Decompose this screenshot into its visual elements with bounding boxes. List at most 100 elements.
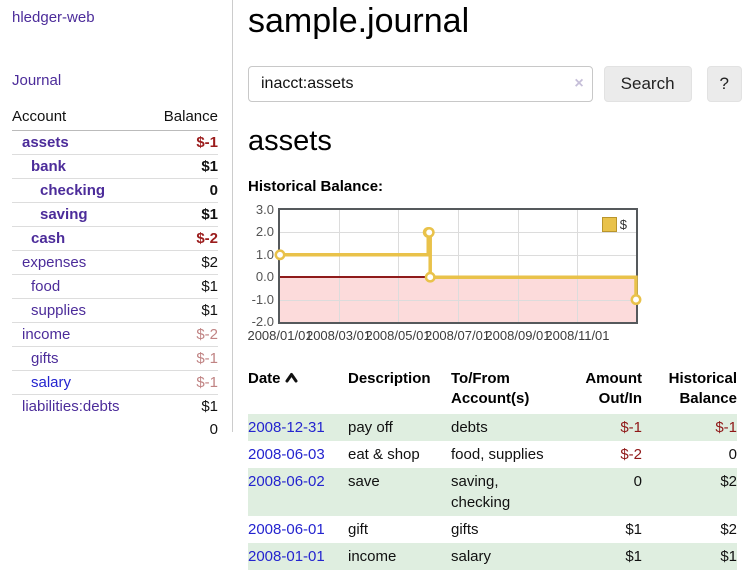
chart-legend: $ [599, 216, 629, 232]
register-accounts: food, supplies [451, 446, 544, 464]
accounts-balance-table: Account Balance assets $-1 bank $1 check… [12, 105, 218, 441]
sidebar-account-balance: $1 [148, 202, 218, 227]
register-description: eat & shop [348, 446, 420, 464]
app-brand-link[interactable]: hledger-web [12, 9, 95, 26]
series-swatch-icon [601, 216, 617, 232]
sidebar-account-balance: $-2 [148, 226, 218, 251]
sidebar-account-balance: $-1 [196, 134, 218, 151]
gridline [280, 232, 636, 234]
y-axis-tick-label: 0.0 [255, 269, 274, 285]
gridline [457, 209, 459, 322]
register-header-accounts: To/From Account(s) [451, 369, 530, 408]
register-amount: $-1 [556, 414, 642, 442]
page-title: sample.journal [248, 2, 470, 40]
sidebar-account-row: assets $-1 [12, 131, 218, 155]
x-axis-tick-label: 2008/07/01 [424, 327, 491, 343]
sidebar-account-row: supplies $1 [12, 298, 218, 323]
sidebar-account-balance: $-1 [148, 370, 218, 395]
register-description: save [348, 468, 451, 517]
sidebar-total-balance: 0 [209, 421, 218, 438]
accounts-header-balance: Balance [148, 105, 218, 131]
sidebar-account-balance: $-1 [148, 346, 218, 371]
chart-section-label: Historical Balance: [248, 177, 384, 195]
register-balance: $1 [642, 543, 737, 571]
register-accounts: debts [451, 414, 556, 442]
sidebar-account-link[interactable]: cash [31, 230, 66, 247]
y-axis-tick-label: 2.0 [255, 224, 274, 240]
register-amount: 0 [556, 468, 642, 517]
help-button[interactable]: ? [706, 66, 742, 103]
register-accounts: salary [451, 543, 556, 571]
x-axis-tick-label: 2008/01/01 [247, 327, 313, 343]
sidebar-account-row: gifts $-1 [12, 346, 218, 371]
register-date-link[interactable]: 2008-01-01 [248, 548, 325, 566]
sidebar-account-row: liabilities:debts $1 [12, 394, 218, 418]
register-date-link[interactable]: 2008-06-01 [248, 521, 325, 539]
chart-plot-area[interactable]: $ [274, 207, 642, 324]
register-balance: $-1 [642, 414, 737, 442]
sidebar-account-link[interactable]: income [22, 326, 71, 343]
main-content: sample.journal × Search ? assets Histori… [247, 0, 742, 571]
search-form: × Search ? [248, 66, 742, 103]
sidebar-account-link[interactable]: checking [40, 182, 106, 199]
register-description: pay off [348, 414, 451, 442]
sidebar-account-balance: $1 [148, 154, 218, 179]
balance-series [274, 226, 642, 306]
sidebar-account-row: food $1 [12, 274, 218, 299]
register-accounts: gifts [451, 521, 479, 539]
register-row: 2008-12-31 pay off debts $-1 $-1 [248, 414, 737, 442]
register-date-link[interactable]: 2008-06-02 [248, 473, 325, 491]
register-header-balance: Historical Balance [668, 369, 737, 408]
register-accounts: saving, checking [451, 468, 556, 517]
sidebar-account-row: salary $-1 [12, 370, 218, 395]
data-point-marker [424, 271, 436, 283]
sidebar-account-link[interactable]: liabilities:debts [22, 398, 120, 415]
register-date-link[interactable]: 2008-12-31 [248, 419, 325, 437]
sidebar-account-link[interactable]: expenses [22, 254, 87, 271]
data-point-marker [423, 226, 435, 238]
sidebar-account-link[interactable]: salary [31, 374, 72, 391]
register-amount: $-2 [620, 446, 642, 464]
register-table: Date Description To/From Account(s) Amou… [248, 369, 737, 571]
sidebar-account-link[interactable]: food [31, 278, 61, 295]
gridline [338, 209, 340, 322]
y-axis-tick-label: -1.0 [251, 291, 274, 307]
register-date-link[interactable]: 2008-06-03 [248, 446, 325, 464]
gridline [577, 209, 579, 322]
register-row: 2008-06-01 gift gifts $1 $2 [248, 516, 737, 543]
register-row: 2008-01-01 income salary $1 $1 [248, 543, 737, 571]
sidebar: hledger-web Journal Account Balance asse… [0, 0, 232, 441]
register-balance: 0 [728, 446, 737, 464]
register-header-date[interactable]: Date [248, 369, 348, 415]
clear-search-icon[interactable]: × [574, 75, 584, 93]
y-axis-tick-label: -2.0 [251, 313, 274, 329]
search-input[interactable] [248, 66, 593, 103]
register-balance: $2 [642, 468, 737, 517]
sidebar-account-link[interactable]: supplies [31, 302, 87, 319]
sidebar-item-journal[interactable]: Journal [12, 72, 62, 89]
sort-ascending-icon [285, 369, 298, 389]
accounts-header-account: Account [12, 105, 149, 131]
sidebar-account-row: checking 0 [12, 178, 218, 203]
gridline [398, 209, 400, 322]
register-description: gift [348, 521, 369, 539]
y-axis-tick-label: 1.0 [255, 246, 274, 262]
sidebar-account-link[interactable]: gifts [31, 350, 59, 367]
register-row: 2008-06-03 eat & shop food, supplies $-2… [248, 441, 737, 468]
historical-balance-chart: 3.0 2.0 1.0 0.0 -1.0 -2.0 $ 2008/01/01 2008/03… [247, 202, 742, 346]
register-amount: $1 [625, 521, 642, 539]
sidebar-account-link[interactable]: assets [22, 134, 69, 151]
x-axis-tick-label: 2008/09/01 [485, 327, 551, 343]
x-axis-tick-label: 2008/05/01 [365, 327, 431, 343]
sidebar-account-balance: $-2 [148, 322, 218, 347]
register-description: income [348, 543, 451, 571]
sidebar-account-balance: $1 [148, 274, 218, 299]
x-axis-tick-label: 2008/11/01 [545, 327, 610, 343]
search-button[interactable]: Search [603, 66, 692, 103]
sidebar-divider [232, 0, 233, 432]
sidebar-account-link[interactable]: saving [40, 206, 88, 223]
sidebar-account-link[interactable]: bank [31, 158, 67, 175]
register-amount: $1 [556, 543, 642, 571]
data-point-marker [630, 294, 642, 306]
sidebar-account-row: saving $1 [12, 202, 218, 227]
